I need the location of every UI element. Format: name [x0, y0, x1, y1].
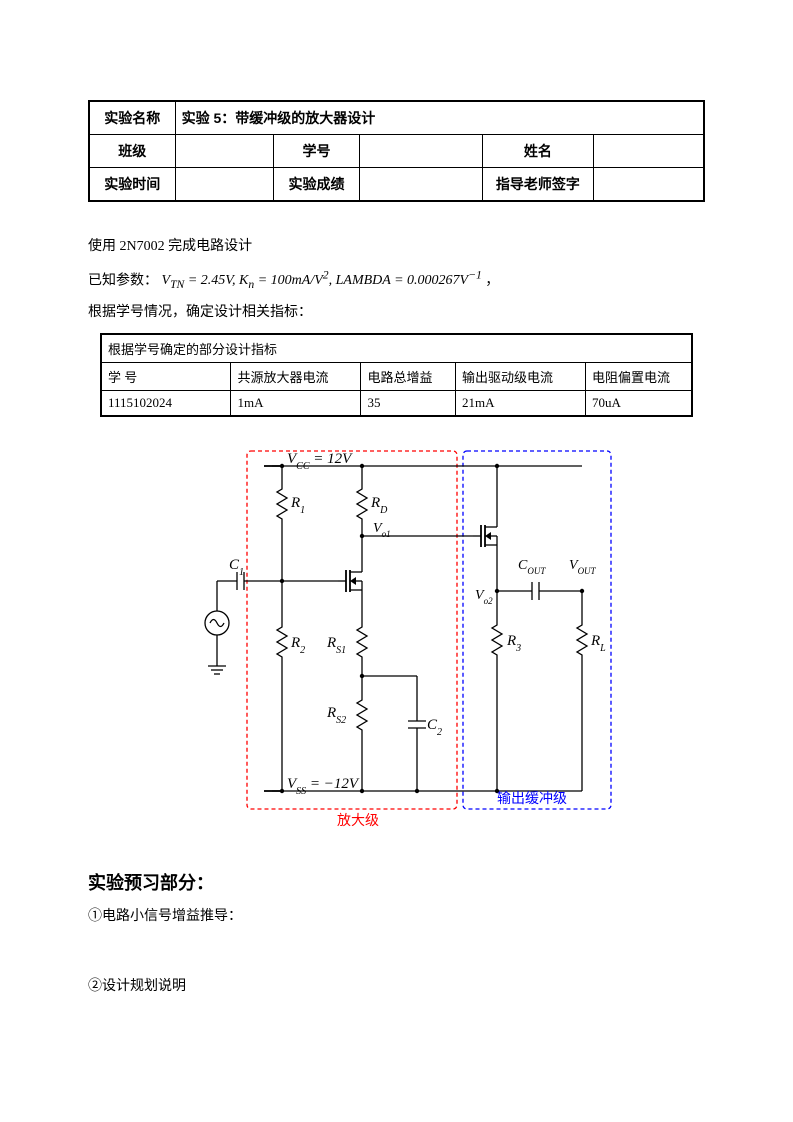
- formula: VTN = 2.45V, Kn = 100mA/V2, LAMBDA = 0.0…: [162, 273, 482, 288]
- svg-text:R1: R1: [290, 495, 305, 516]
- label-exp-name: 实验名称: [89, 101, 175, 135]
- value-class: [175, 135, 273, 168]
- label-exp-time: 实验时间: [89, 168, 175, 202]
- svg-text:RL: RL: [590, 633, 606, 654]
- body-text-block: 使用 2N7002 完成电路设计 已知参数： VTN = 2.45V, Kn =…: [88, 232, 705, 329]
- label-teacher-sign: 指导老师签字: [483, 168, 594, 202]
- spec-h1: 共源放大器电流: [231, 362, 361, 390]
- circuit-diagram: VCC = 12V R1 R2 RD Vo1 RS1: [177, 441, 617, 836]
- spec-table-wrap: 根据学号确定的部分设计指标 学 号 共源放大器电流 电路总增益 输出驱动级电流 …: [100, 333, 705, 417]
- label-class: 班级: [89, 135, 175, 168]
- spec-h2: 电路总增益: [361, 362, 456, 390]
- svg-text:VCC = 12V: VCC = 12V: [287, 451, 353, 472]
- spec-r4: 70uA: [585, 390, 691, 416]
- section-preview-title: 实验预习部分：: [88, 869, 705, 895]
- spec-title: 根据学号确定的部分设计指标: [101, 334, 692, 363]
- value-student-id: [360, 135, 483, 168]
- svg-text:R2: R2: [290, 635, 305, 656]
- value-teacher-sign: [593, 168, 704, 202]
- spec-r3: 21mA: [456, 390, 586, 416]
- section-item-2: ②设计规划说明: [88, 975, 705, 995]
- spec-table: 根据学号确定的部分设计指标 学 号 共源放大器电流 电路总增益 输出驱动级电流 …: [100, 333, 693, 417]
- svg-text:Vo2: Vo2: [475, 588, 493, 606]
- text-line-3: 根据学号情况，确定设计相关指标：: [88, 298, 705, 329]
- value-exp-time: [175, 168, 273, 202]
- spec-r2: 35: [361, 390, 456, 416]
- line2-prefix: 已知参数：: [88, 273, 158, 288]
- value-grade: [360, 168, 483, 202]
- svg-text:VOUT: VOUT: [569, 558, 597, 576]
- svg-text:COUT: COUT: [518, 558, 546, 576]
- label-grade: 实验成绩: [273, 168, 359, 202]
- value-exp-name: 实验 5：带缓冲级的放大器设计: [175, 101, 704, 135]
- svg-text:VSS = −12V: VSS = −12V: [287, 776, 360, 797]
- label-student-id: 学号: [273, 135, 359, 168]
- label-name: 姓名: [483, 135, 594, 168]
- text-line-2: 已知参数： VTN = 2.45V, Kn = 100mA/V2, LAMBDA…: [88, 263, 705, 298]
- spec-h0: 学 号: [101, 362, 231, 390]
- svg-text:输出缓冲级: 输出缓冲级: [497, 791, 567, 807]
- spec-r0: 1115102024: [101, 390, 231, 416]
- spec-r1: 1mA: [231, 390, 361, 416]
- spec-h3: 输出驱动级电流: [456, 362, 586, 390]
- svg-text:RD: RD: [370, 495, 388, 516]
- circuit-diagram-wrap: VCC = 12V R1 R2 RD Vo1 RS1: [88, 441, 705, 841]
- svg-text:C2: C2: [427, 717, 442, 738]
- svg-text:R3: R3: [506, 633, 521, 654]
- experiment-info-table: 实验名称 实验 5：带缓冲级的放大器设计 班级 学号 姓名 实验时间 实验成绩 …: [88, 100, 705, 202]
- svg-text:放大级: 放大级: [337, 813, 379, 829]
- value-name: [593, 135, 704, 168]
- svg-text:RS2: RS2: [326, 705, 346, 726]
- section-item-1: ①电路小信号增益推导：: [88, 905, 705, 925]
- text-line-1: 使用 2N7002 完成电路设计: [88, 232, 705, 263]
- svg-text:RS1: RS1: [326, 635, 346, 656]
- spec-h4: 电阻偏置电流: [585, 362, 691, 390]
- line2-suffix: ，: [485, 273, 499, 288]
